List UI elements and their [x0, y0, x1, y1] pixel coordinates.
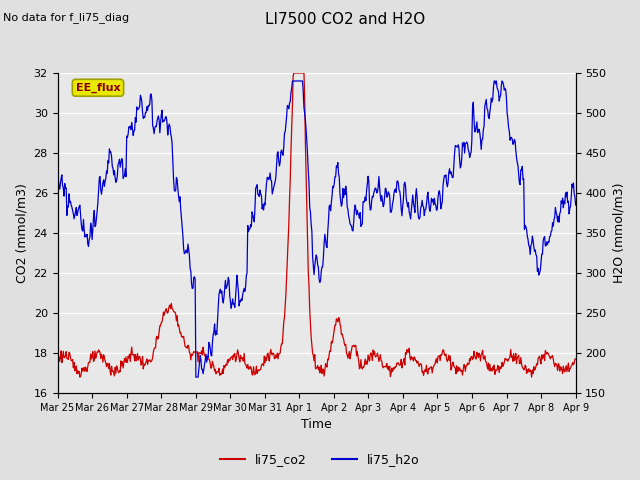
- Y-axis label: H2O (mmol/m3): H2O (mmol/m3): [612, 183, 625, 283]
- Legend: li75_co2, li75_h2o: li75_co2, li75_h2o: [215, 448, 425, 471]
- Y-axis label: CO2 (mmol/m3): CO2 (mmol/m3): [15, 183, 28, 283]
- Text: EE_flux: EE_flux: [76, 83, 120, 93]
- Text: LI7500 CO2 and H2O: LI7500 CO2 and H2O: [266, 12, 426, 27]
- X-axis label: Time: Time: [301, 419, 332, 432]
- Text: No data for f_li75_diag: No data for f_li75_diag: [3, 12, 129, 23]
